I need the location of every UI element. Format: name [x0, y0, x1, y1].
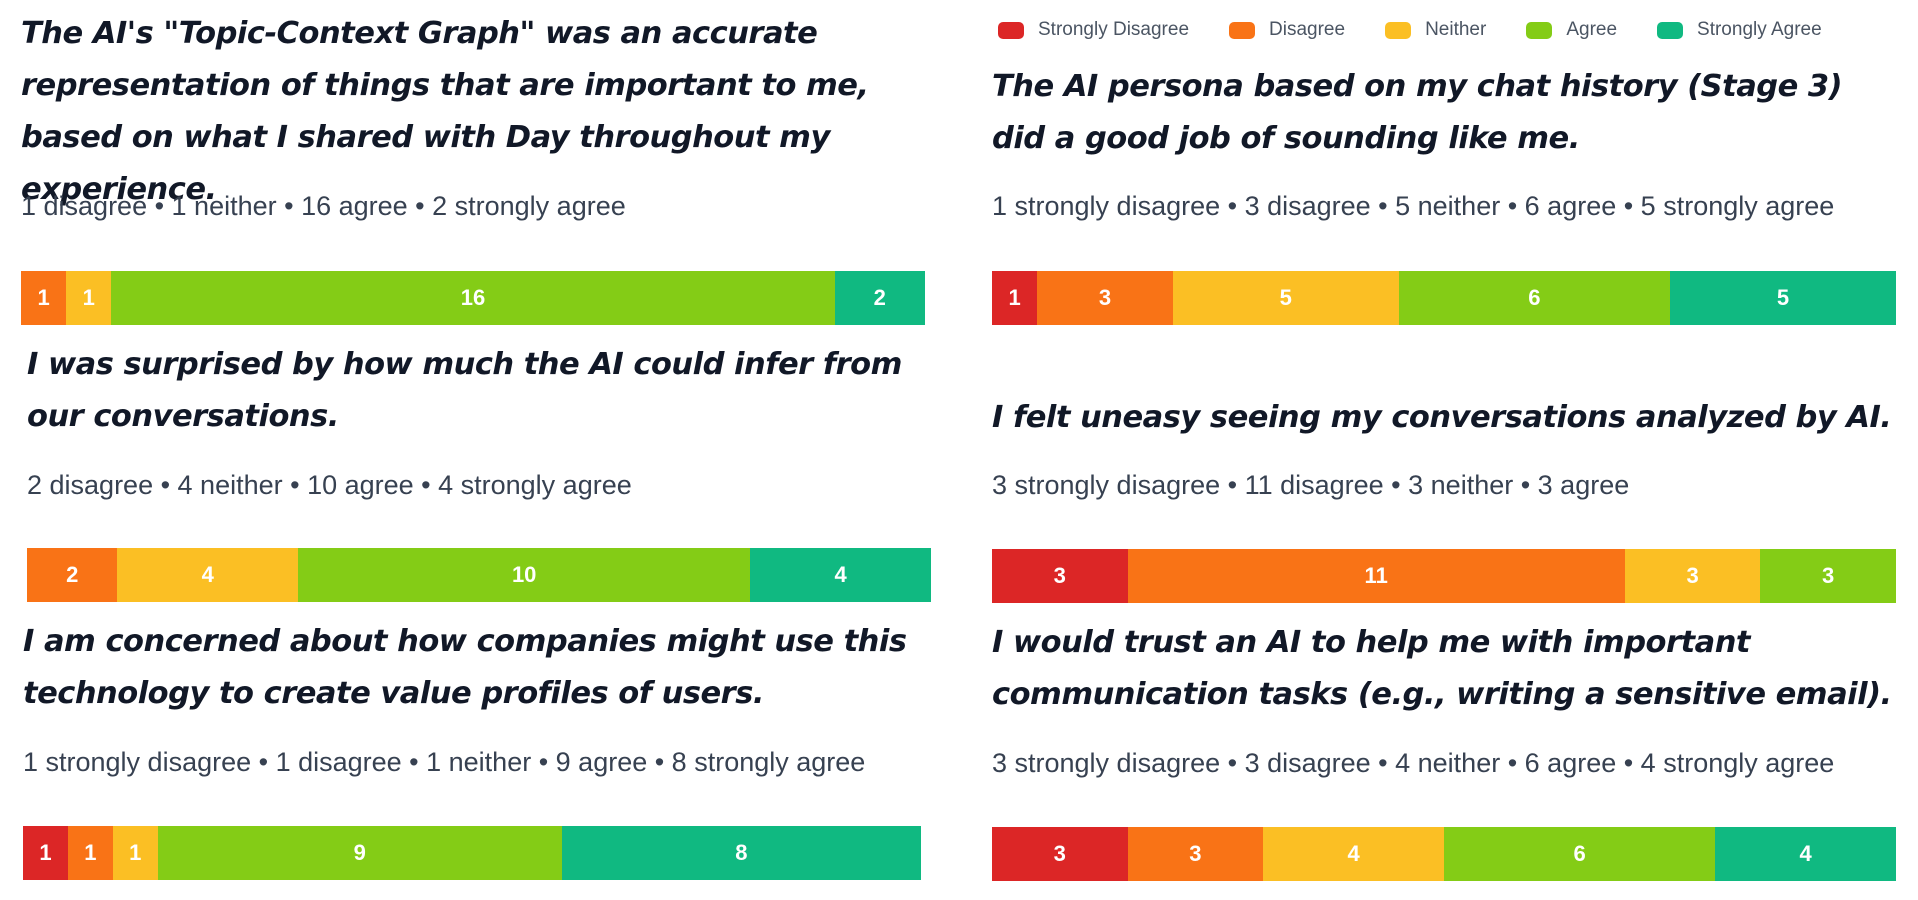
segment-value-label: 6: [1528, 285, 1541, 310]
bar-segment-disagree: 1: [21, 271, 67, 325]
segment-value-label: 1: [39, 840, 52, 865]
question-title: The AI persona based on my chat history …: [992, 69, 1843, 156]
legend-swatch: [1526, 21, 1553, 39]
response-summary: 3 strongly disagree • 3 disagree • 4 nei…: [992, 748, 1835, 778]
segment-value-label: 6: [1573, 841, 1586, 866]
bar-segment-disagree: 3: [1127, 827, 1264, 881]
legend-item: Disagree: [1229, 19, 1345, 41]
segment-value-label: 3: [1822, 563, 1835, 588]
bar-segment-neither: 3: [1624, 549, 1761, 603]
response-summary: 1 disagree • 1 neither • 16 agree • 2 st…: [21, 191, 626, 221]
survey-panel: I would trust an AI to help me with impo…: [992, 617, 1912, 881]
bar-segment-strongly-agree: 2: [834, 271, 925, 325]
survey-panel: I was surprised by how much the AI could…: [27, 339, 967, 602]
segment-value-label: 1: [84, 840, 97, 865]
bar-segment-agree: 6: [1443, 827, 1716, 881]
question-title: The AI's "Topic-Context Graph" was an ac…: [21, 16, 869, 207]
stacked-bar: 2 4 10 4: [27, 548, 931, 602]
bar-segment-agree: 10: [298, 548, 751, 602]
bar-segment-disagree: 3: [1037, 271, 1173, 325]
segment-value-label: 4: [1347, 841, 1360, 866]
segment-value-label: 3: [1053, 841, 1066, 866]
legend-item: Agree: [1526, 19, 1617, 41]
stacked-bar: 1 1 16 2: [21, 271, 925, 325]
segment-value-label: 16: [460, 285, 486, 310]
bar-segment-strongly-agree: 5: [1669, 271, 1896, 325]
stacked-bar: 1 3 5 6 5: [992, 271, 1896, 325]
legend-swatch: [1385, 21, 1412, 39]
bar-segment-neither: 5: [1172, 271, 1399, 325]
segment-value-label: 2: [873, 285, 886, 310]
legend-label: Neither: [1425, 19, 1487, 40]
bar-segment-agree: 9: [157, 826, 562, 880]
bar-segment-strongly-agree: 4: [1715, 827, 1896, 881]
bar-segment-strongly-agree: 4: [750, 548, 931, 602]
response-summary: 1 strongly disagree • 3 disagree • 5 nei…: [992, 191, 1835, 221]
segment-value-label: 3: [1098, 285, 1112, 310]
legend-label: Disagree: [1269, 19, 1346, 40]
segment-value-label: 1: [1008, 285, 1021, 310]
stacked-bar: 3 11 3 3: [992, 549, 1896, 603]
bar-segment-disagree: 1: [67, 826, 113, 880]
bar-segment-disagree: 11: [1127, 549, 1625, 603]
bar-segment-neither: 4: [1263, 827, 1444, 881]
legend-item: Strongly Agree: [1657, 19, 1822, 41]
bar-segment-neither: 1: [112, 826, 158, 880]
survey-panel: I am concerned about how companies might…: [23, 616, 963, 880]
bar-segment-strongly-disagree: 1: [992, 271, 1038, 325]
legend-item: Strongly Disagree: [998, 19, 1189, 41]
segment-value-label: 4: [834, 562, 847, 587]
question-title: I felt uneasy seeing my conversations an…: [992, 400, 1892, 435]
bar-segment-agree: 6: [1398, 271, 1670, 325]
chart-legend: Strongly Disagree Disagree Neither Agree Str…: [998, 16, 1862, 44]
legend-swatch: [998, 21, 1024, 39]
survey-panel: I felt uneasy seeing my conversations an…: [992, 392, 1912, 603]
segment-value-label: 4: [1799, 841, 1812, 866]
stacked-bar: 1 1 1 9 8: [23, 826, 921, 880]
response-summary: 3 strongly disagree • 11 disagree • 3 ne…: [992, 470, 1630, 500]
segment-value-label: 3: [1189, 841, 1202, 866]
bar-segment-neither: 1: [66, 271, 112, 325]
bar-segment-strongly-agree: 8: [561, 826, 921, 880]
bar-segment-strongly-disagree: 3: [992, 549, 1128, 603]
segment-value-label: 8: [735, 840, 748, 865]
question-title: I am concerned about how companies might…: [23, 624, 907, 711]
stacked-bar: 3 3 4 6 4: [992, 827, 1896, 881]
bar-segment-strongly-disagree: 3: [992, 827, 1128, 881]
segment-value-label: 1: [82, 285, 95, 310]
legend-label: Strongly Agree: [1697, 19, 1822, 40]
question-title: I was surprised by how much the AI could…: [27, 347, 902, 434]
legend-label: Strongly Disagree: [1038, 19, 1190, 40]
bar-segment-agree: 3: [1760, 549, 1896, 603]
legend-swatch: [1657, 21, 1684, 39]
segment-value-label: 2: [66, 562, 79, 587]
segment-value-label: 1: [37, 285, 50, 310]
segment-value-label: 11: [1364, 563, 1388, 588]
bar-segment-neither: 4: [117, 548, 299, 602]
legend-label: Agree: [1566, 19, 1618, 40]
bar-segment-strongly-disagree: 1: [23, 826, 68, 880]
segment-value-label: 5: [1279, 285, 1292, 310]
segment-value-label: 1: [129, 840, 142, 865]
question-title: I would trust an AI to help me with impo…: [992, 625, 1892, 712]
bar-segment-agree: 16: [111, 271, 835, 325]
survey-panel: The AI's "Topic-Context Graph" was an ac…: [21, 8, 961, 325]
segment-value-label: 9: [353, 840, 366, 865]
survey-panel: The AI persona based on my chat history …: [992, 61, 1912, 325]
segment-value-label: 3: [1053, 563, 1066, 588]
segment-value-label: 5: [1776, 285, 1790, 310]
legend-swatch: [1229, 21, 1256, 39]
segment-value-label: 4: [201, 562, 214, 587]
bar-segment-disagree: 2: [27, 548, 118, 602]
legend-item: Neither: [1385, 19, 1486, 41]
segment-value-label: 3: [1686, 563, 1699, 588]
response-summary: 2 disagree • 4 neither • 10 agree • 4 st…: [27, 470, 632, 500]
response-summary: 1 strongly disagree • 1 disagree • 1 nei…: [23, 747, 866, 777]
segment-value-label: 10: [511, 562, 537, 587]
